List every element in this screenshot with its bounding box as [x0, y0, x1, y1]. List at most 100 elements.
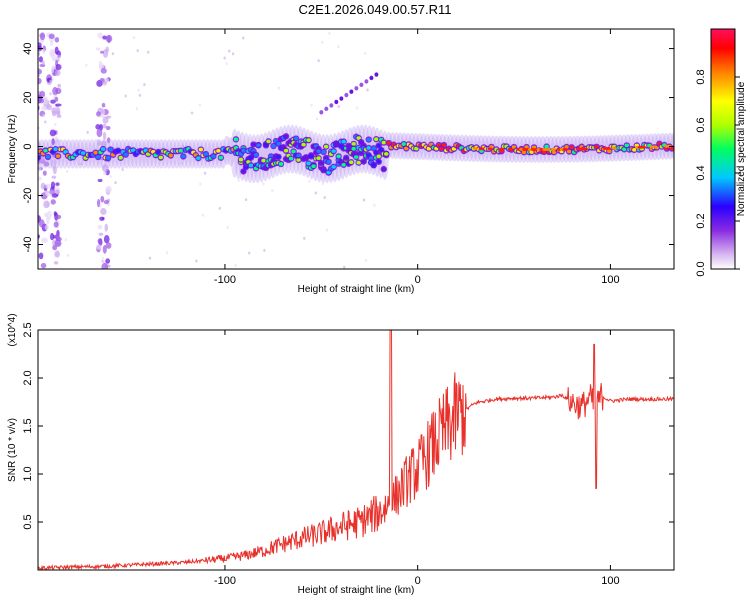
- spectrogram-noise: [101, 262, 109, 269]
- spectrogram-band: [336, 154, 341, 159]
- spectrogram-band: [308, 154, 314, 159]
- spectrogram-speckle: [85, 63, 88, 67]
- spectrogram-band: [321, 168, 326, 172]
- spectrogram-band: [196, 156, 201, 160]
- spectrogram-speckle: [303, 236, 306, 240]
- spectrogram-noise: [45, 183, 51, 189]
- spectrogram-speckle: [308, 179, 311, 183]
- spectrogram-noise: [54, 46, 59, 55]
- spectrogram-speckle: [67, 253, 70, 257]
- spectrogram-speckle: [373, 203, 376, 207]
- spectrogram-speckle: [225, 62, 228, 66]
- spectrogram-noise: [54, 239, 62, 248]
- spectrogram-noise: [99, 113, 106, 118]
- spectrogram-band: [426, 146, 432, 151]
- spectrogram-band: [115, 148, 121, 153]
- spectrogram-noise: [56, 114, 62, 119]
- spectrogram-noise: [39, 90, 46, 98]
- spectrogram-noise: [99, 216, 105, 221]
- spectrogram-noise: [50, 181, 56, 189]
- spectrogram-noise: [101, 164, 109, 172]
- spectrogram-noise: [104, 223, 108, 232]
- spectrogram-band: [296, 158, 301, 162]
- spectrogram-noise: [54, 139, 61, 143]
- spectrogram-speckle: [247, 251, 251, 255]
- spectrogram-band: [622, 147, 627, 152]
- spectrogram-core: [478, 147, 484, 151]
- snr-series-line: [38, 330, 674, 570]
- spectrogram-speckle: [132, 36, 136, 40]
- spectrogram-halo: [114, 139, 123, 169]
- spectrogram-halo: [103, 139, 112, 169]
- spectrogram-noise: [42, 170, 47, 176]
- snr-y-label: SNR (10 * v/v): [7, 418, 18, 482]
- colorbar-tick-label: 0.0: [695, 261, 707, 276]
- spectrogram-band: [323, 144, 329, 149]
- spectrogram-speckle: [49, 92, 52, 96]
- snr-scale-label: (x10^4): [7, 313, 18, 346]
- spectrogram-speckle: [66, 170, 69, 174]
- spectrogram-band: [43, 148, 48, 153]
- snr-xtick-label: -100: [214, 575, 236, 587]
- spectrogram-noise: [50, 159, 57, 166]
- colorbar: [710, 28, 736, 270]
- spectrogram-core: [487, 147, 493, 151]
- spectrogram-band: [203, 152, 209, 156]
- spectrogram-speckle: [114, 181, 117, 185]
- spectrogram-band: [296, 153, 301, 158]
- spectrogram-band: [303, 156, 309, 160]
- spectrogram-band: [401, 142, 406, 146]
- spectrogram-speckle: [328, 31, 331, 35]
- spectrogram-streak: [354, 86, 359, 91]
- spectrogram-noise: [34, 47, 37, 54]
- snr-xtick-label: 100: [601, 575, 619, 587]
- spectrogram-noise: [48, 33, 55, 40]
- spectrogram-x-label: Height of straight line (km): [298, 284, 415, 295]
- spectrogram-noise: [52, 165, 57, 175]
- spectrogram-band: [386, 141, 391, 145]
- spectrogram-band: [544, 144, 549, 149]
- spectrogram-noise: [53, 221, 59, 228]
- spectrogram-band: [301, 142, 306, 147]
- spectrogram-band: [80, 151, 86, 155]
- spectrogram-band: [306, 138, 311, 142]
- spectrogram-band: [333, 141, 339, 146]
- spectrogram-noise: [52, 245, 58, 251]
- spectrogram-speckle: [138, 93, 142, 97]
- spectrogram-band: [283, 134, 289, 139]
- spectrogram-band: [351, 142, 356, 146]
- snr-xtick-label: 0: [415, 575, 421, 587]
- spectrogram-speckle: [97, 161, 101, 165]
- spectrogram-band: [241, 148, 246, 153]
- spectrogram-core: [545, 148, 551, 151]
- spectrogram-speckle: [323, 196, 326, 200]
- spectrogram-band: [168, 153, 173, 158]
- spectrogram-band: [256, 143, 261, 147]
- spectrogram-core: [611, 146, 617, 150]
- spectrogram-speckle: [226, 225, 229, 229]
- spectrogram-band: [198, 147, 204, 152]
- spectrogram-noise: [55, 232, 60, 242]
- spectrogram-noise: [95, 244, 103, 250]
- spectrogram-core: [562, 147, 568, 151]
- spectrogram-speckle: [65, 140, 68, 144]
- snr-ytick-label: 2.5: [22, 322, 34, 337]
- spectrogram-noise: [51, 55, 58, 62]
- spectrogram-noise: [100, 68, 107, 74]
- spectrogram-noise: [41, 237, 48, 244]
- spectrogram-speckle: [137, 88, 140, 92]
- spectrogram-speckle: [199, 182, 202, 186]
- spectrogram-band: [331, 165, 336, 169]
- spectrogram-speckle: [54, 123, 57, 127]
- spectrogram-band: [366, 137, 371, 142]
- spectrogram-noise: [57, 83, 62, 88]
- spectrogram-band: [218, 155, 224, 160]
- spectrogram-band: [353, 155, 359, 159]
- spectrogram-band: [321, 150, 326, 154]
- spectrogram-streak: [369, 75, 374, 81]
- spectrogram-streak: [364, 79, 369, 84]
- spectrogram-speckle: [237, 178, 240, 182]
- spectrogram-band: [283, 148, 289, 153]
- spectrogram-band: [607, 149, 612, 154]
